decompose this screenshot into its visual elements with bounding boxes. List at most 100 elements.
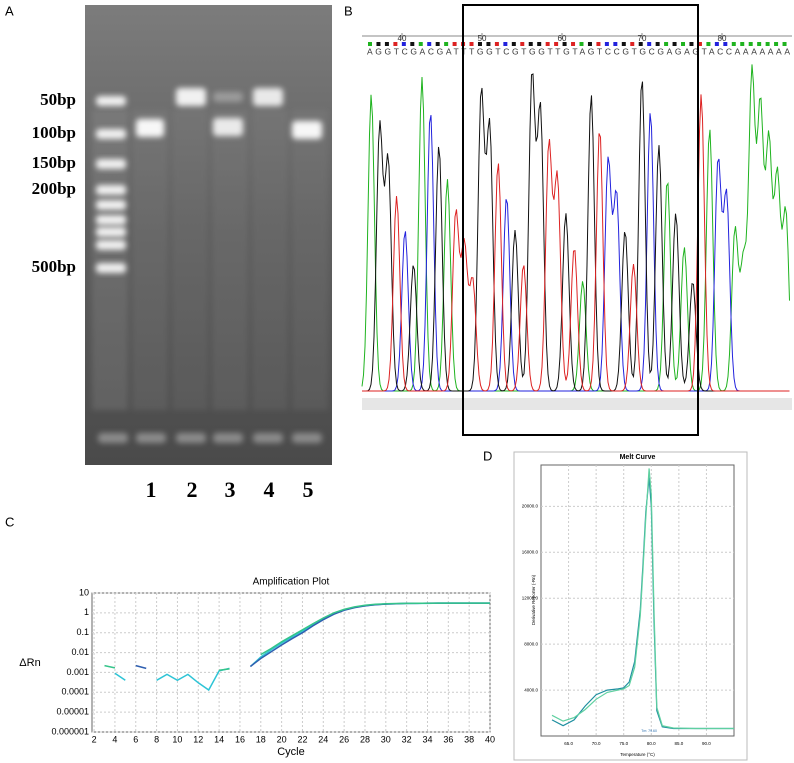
- base-marker: [435, 42, 440, 46]
- position-label: 50: [478, 34, 487, 43]
- x-tick-label: 65.0: [564, 741, 573, 746]
- ladder-label: 500bp: [32, 257, 76, 276]
- gel-band: [96, 200, 126, 210]
- gel-band: [96, 96, 126, 106]
- base-marker: [664, 42, 669, 46]
- y-tick-label: 0.0001: [61, 687, 89, 697]
- trace: [361, 64, 790, 392]
- y-tick-label: 10: [79, 587, 89, 597]
- base-marker: [731, 42, 736, 46]
- base-marker: [477, 42, 482, 46]
- x-tick-label: 20: [277, 734, 287, 744]
- gel-band: [96, 240, 126, 250]
- x-tick-label: 38: [464, 734, 474, 744]
- position-label: 60: [558, 34, 567, 43]
- x-tick-label: 28: [360, 734, 370, 744]
- x-tick-label: 6: [133, 734, 138, 744]
- gel-band: [96, 185, 126, 195]
- gel-image: [85, 5, 332, 465]
- x-tick-label: 32: [402, 734, 412, 744]
- panel-label: B: [344, 3, 353, 18]
- gel-band: [96, 227, 126, 237]
- base-marker: [706, 42, 711, 46]
- x-tick-label: 14: [214, 734, 224, 744]
- base-marker: [630, 42, 635, 46]
- gel-smear: [252, 110, 288, 410]
- gel-smear: [92, 110, 128, 410]
- chart-title: Amplification Plot: [253, 577, 330, 588]
- base-marker: [740, 42, 745, 46]
- base-marker: [672, 42, 677, 46]
- base-marker: [368, 42, 372, 46]
- base-marker: [393, 42, 398, 46]
- y-axis-label: Derivative Reporter (-Rn): [531, 574, 536, 625]
- base-marker: [689, 42, 694, 46]
- x-tick-label: 36: [443, 734, 453, 744]
- base-marker: [486, 42, 491, 46]
- x-tick-label: 80.0: [647, 741, 656, 746]
- base-marker: [444, 42, 449, 46]
- sequence: AGGTCGACGATTTGGTCGTGGTTGTAGTCCGTGCGAGAGT…: [367, 46, 790, 56]
- x-tick-label: 26: [339, 734, 349, 744]
- base-marker: [587, 42, 592, 46]
- gel-band: [292, 121, 322, 139]
- base-marker: [613, 42, 618, 46]
- gel-band: [253, 88, 283, 106]
- x-tick-label: 34: [422, 734, 432, 744]
- gel-band: [253, 433, 283, 443]
- gel-band: [96, 263, 126, 273]
- x-tick-label: 4: [112, 734, 117, 744]
- y-tick-label: 12000.0: [522, 595, 539, 600]
- base-marker: [537, 42, 542, 46]
- base-marker: [596, 42, 601, 46]
- ladder-label: 150bp: [32, 153, 76, 172]
- gel-smear: [212, 110, 248, 410]
- x-tick-label: 18: [256, 734, 266, 744]
- base-marker: [765, 42, 770, 46]
- x-tick-label: 10: [172, 734, 182, 744]
- gel-smear: [292, 110, 328, 410]
- base-marker: [681, 42, 686, 46]
- y-tick-label: 20000.0: [522, 504, 539, 509]
- lane-label: 5: [303, 477, 314, 502]
- base-marker: [376, 42, 381, 46]
- x-tick-label: 16: [235, 734, 245, 744]
- gel-band: [96, 129, 126, 139]
- base-marker: [774, 42, 779, 46]
- base-marker: [418, 42, 423, 46]
- ladder-label: 100bp: [32, 123, 76, 142]
- base-marker: [384, 42, 389, 46]
- base-marker: [528, 42, 533, 46]
- plot-area: [91, 592, 491, 733]
- x-tick-label: 22: [297, 734, 307, 744]
- x-tick-label: 40: [485, 734, 495, 744]
- base-marker: [469, 42, 474, 46]
- x-tick-label: 24: [318, 734, 328, 744]
- panel-label: C: [5, 514, 14, 529]
- gel-band: [176, 88, 206, 106]
- base-marker: [410, 42, 415, 46]
- y-axis-label: ΔRn: [19, 657, 40, 669]
- panel-label: A: [5, 3, 14, 18]
- gel-band: [213, 118, 243, 136]
- lane-label: 3: [225, 477, 236, 502]
- x-tick-label: 12: [193, 734, 203, 744]
- base-marker: [723, 42, 728, 46]
- gel-band: [136, 119, 164, 137]
- lane-label: 1: [146, 477, 157, 502]
- plot-area: [540, 464, 735, 737]
- base-marker: [511, 42, 516, 46]
- base-marker: [621, 42, 626, 46]
- ladder-label: 200bp: [32, 179, 76, 198]
- base-marker: [697, 42, 702, 46]
- lane-label: 4: [264, 477, 275, 502]
- base-marker: [782, 42, 787, 46]
- base-marker: [579, 42, 584, 46]
- gel-band: [96, 215, 126, 225]
- base-marker: [545, 42, 550, 46]
- base-marker: [562, 42, 567, 46]
- panel-label: D: [483, 448, 492, 463]
- x-axis-label: Cycle: [277, 746, 305, 758]
- series-line: [551, 468, 734, 730]
